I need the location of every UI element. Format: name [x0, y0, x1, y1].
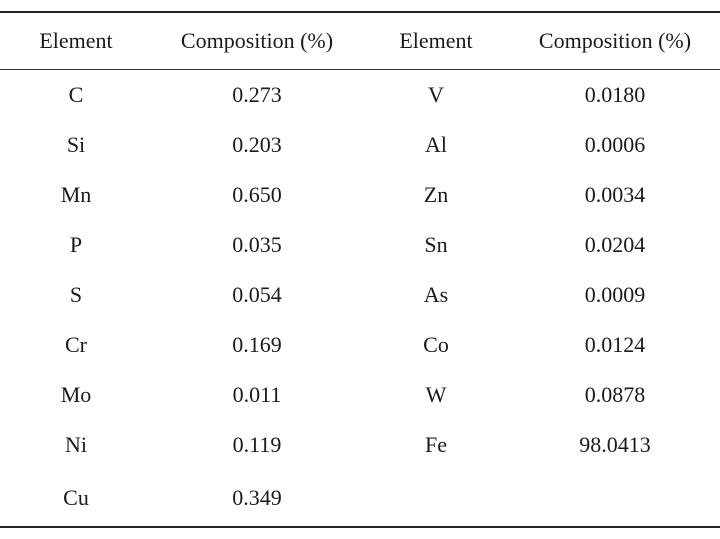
element-cell: Cr [65, 332, 87, 357]
table-bottom-rule [0, 526, 720, 528]
composition-cell: 0.0878 [584, 382, 646, 407]
table-header-rule [0, 69, 720, 70]
element-cell: Fe [425, 432, 447, 457]
composition-cell: 0.011 [232, 382, 282, 407]
element-cell: W [425, 382, 447, 407]
table-row: Cr 0.169 Co 0.0124 [0, 320, 720, 370]
table-row: S 0.054 As 0.0009 [0, 270, 720, 320]
composition-cell: 0.273 [232, 82, 282, 107]
composition-cell: 0.349 [232, 485, 282, 510]
header-row: Element Composition (%) Element Composit… [0, 13, 720, 69]
element-cell: Mn [60, 182, 92, 207]
table-row: Mn 0.650 Zn 0.0034 [0, 170, 720, 220]
composition-cell: 0.0180 [584, 82, 646, 107]
element-cell: Zn [423, 182, 449, 207]
composition-cell: 0.169 [232, 332, 282, 357]
element-cell: Ni [65, 432, 87, 457]
table-top-rule [0, 11, 720, 13]
composition-cell: 0.0204 [584, 232, 646, 257]
element-cell: As [423, 282, 449, 307]
element-cell: Mo [60, 382, 92, 407]
composition-cell: 0.119 [232, 432, 282, 457]
element-cell: Co [423, 332, 449, 357]
table-row: C 0.273 V 0.0180 [0, 70, 720, 120]
composition-cell: 98.0413 [579, 432, 651, 457]
element-cell: Cu [63, 485, 89, 510]
table-row: Mo 0.011 W 0.0878 [0, 370, 720, 420]
composition-cell: 0.0034 [584, 182, 646, 207]
element-cell: Si [66, 132, 86, 157]
table-row: Si 0.203 Al 0.0006 [0, 120, 720, 170]
composition-body: C 0.273 V 0.0180 Si 0.203 Al 0.0006 Mn 0… [0, 70, 720, 526]
composition-grid: Element Composition (%) Element Composit… [0, 13, 720, 69]
element-cell: V [428, 82, 444, 107]
composition-cell [510, 470, 720, 526]
element-cell: Al [425, 132, 447, 157]
composition-table: Element Composition (%) Element Composit… [0, 11, 720, 528]
table-row: P 0.035 Sn 0.0204 [0, 220, 720, 270]
table-row: Cu 0.349 [0, 470, 720, 526]
composition-cell: 0.203 [232, 132, 282, 157]
composition-cell: 0.0006 [584, 132, 646, 157]
header-element-left: Element [39, 28, 113, 53]
composition-cell: 0.0124 [584, 332, 646, 357]
table-header: Element Composition (%) Element Composit… [0, 13, 720, 69]
composition-cell: 0.054 [232, 282, 282, 307]
element-cell [362, 470, 510, 526]
header-element-right: Element [399, 28, 473, 53]
header-composition-right: Composition (%) [538, 28, 692, 53]
header-composition-left: Composition (%) [180, 28, 334, 53]
element-cell: C [68, 82, 84, 107]
table-row: Ni 0.119 Fe 98.0413 [0, 420, 720, 470]
composition-cell: 0.0009 [584, 282, 646, 307]
composition-cell: 0.035 [232, 232, 282, 257]
element-cell: Sn [424, 232, 448, 257]
composition-cell: 0.650 [232, 182, 282, 207]
element-cell: P [69, 232, 83, 257]
element-cell: S [69, 282, 83, 307]
